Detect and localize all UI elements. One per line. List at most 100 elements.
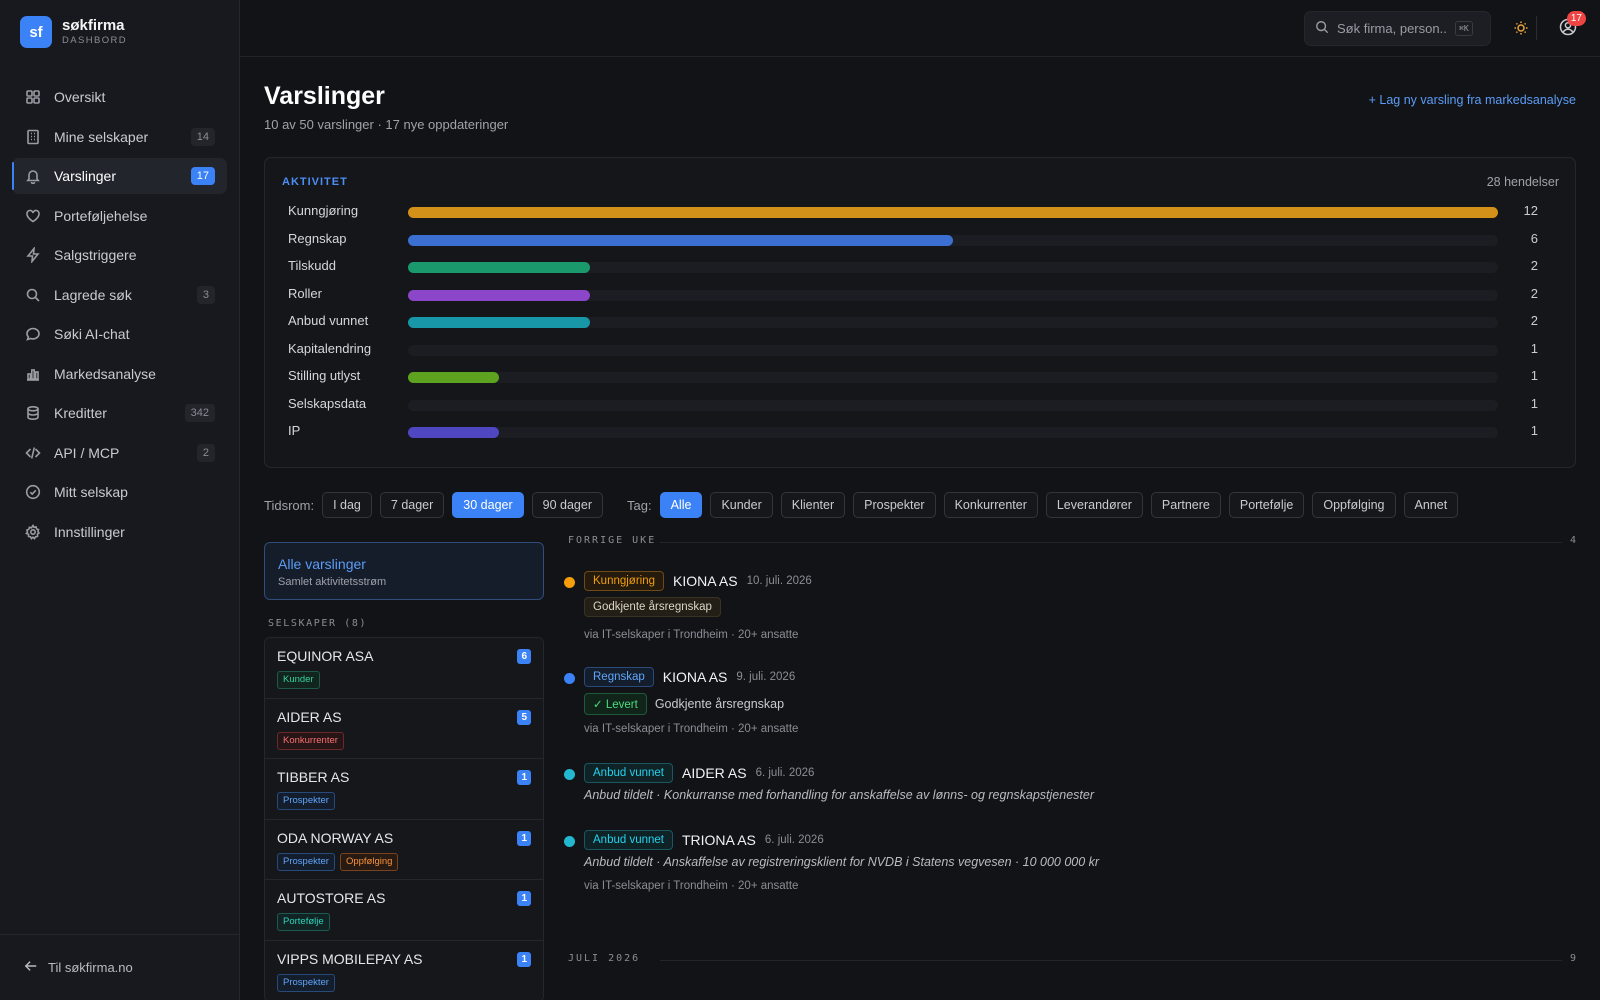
main-content: Varslinger 10 av 50 varslinger · 17 nye … xyxy=(264,57,1576,1000)
new-alert-link[interactable]: + Lag ny varsling fra markedsanalyse xyxy=(1368,93,1576,107)
brand[interactable]: sf søkfirma DASHBORD xyxy=(20,16,127,48)
company-item[interactable]: AUTOSTORE AS 1 Portefølje xyxy=(265,880,543,941)
activity-row: Selskapsdata 1 xyxy=(288,394,1538,414)
company-item[interactable]: EQUINOR ASA 6 Kunder xyxy=(265,638,543,699)
tag-filter-label: Tag: xyxy=(627,497,652,513)
sidebar-item-innstillinger[interactable]: Innstillinger xyxy=(12,514,227,550)
company-tag: Oppfølging xyxy=(339,852,399,871)
tag-chip-oppfolging[interactable]: Oppfølging xyxy=(1312,492,1396,518)
sidebar-nav: Oversikt Mine selskaper 14 Varslinger 17 Port… xyxy=(12,79,227,553)
activity-bar-track xyxy=(408,427,1498,438)
sidebar-item-portefoljehelse[interactable]: Porteføljehelse xyxy=(12,198,227,234)
activity-value: 2 xyxy=(1530,313,1538,328)
tag-chip-partnere[interactable]: Partnere xyxy=(1150,492,1221,518)
event-company[interactable]: KIONA AS xyxy=(662,669,728,685)
sidebar-item-api-mcp[interactable]: API / MCP 2 xyxy=(12,435,227,471)
company-item[interactable]: AIDER AS 5 Konkurrenter xyxy=(265,698,543,759)
sidebar-item-mitt-selskap[interactable]: Mitt selskap xyxy=(12,474,227,510)
event-detail-badge: Godkjente årsregnskap xyxy=(584,597,721,617)
activity-category: IP xyxy=(288,423,301,438)
sidebar-item-mine-selskaper[interactable]: Mine selskaper 14 xyxy=(12,119,227,155)
activity-value: 12 xyxy=(1523,203,1538,218)
company-item[interactable]: TIBBER AS 1 Prospekter xyxy=(265,759,543,820)
grid-icon xyxy=(25,89,41,105)
sidebar-item-soki-ai-chat[interactable]: Søki AI-chat xyxy=(12,316,227,352)
search-input[interactable] xyxy=(1337,21,1447,36)
company-alert-count: 1 xyxy=(517,891,531,906)
activity-bar-track xyxy=(408,344,1498,356)
event-date: 9. juli. 2026 xyxy=(736,671,796,683)
event-description-row: Anbud tildelt · Anskaffelse av registrer… xyxy=(584,855,1099,869)
activity-row: Kapitalendring 1 xyxy=(288,339,1538,359)
page-title: Varslinger xyxy=(264,82,385,110)
sidebar-item-badge: 3 xyxy=(196,285,215,304)
period-chip-90-dager[interactable]: 90 dager xyxy=(531,492,604,518)
account-button[interactable]: 17 xyxy=(1558,11,1586,38)
company-tag: Portefølje xyxy=(277,913,330,931)
sidebar-item-kreditter[interactable]: Kreditter 342 xyxy=(12,395,227,431)
period-chip-30-dager[interactable]: 30 dager xyxy=(452,492,524,518)
company-name: AIDER AS xyxy=(277,708,342,725)
tag-chip-klienter[interactable]: Klienter xyxy=(780,492,846,518)
tag-chip-portefolje[interactable]: Portefølje xyxy=(1228,492,1305,518)
timeline-divider xyxy=(660,960,1562,961)
sidebar-item-badge: 2 xyxy=(196,443,215,462)
event-status-label: Levert xyxy=(605,699,638,711)
activity-category: Kapitalendring xyxy=(288,340,372,356)
sidebar-item-markedsanalyse[interactable]: Markedsanalyse xyxy=(12,356,227,392)
global-search[interactable]: ⌘K xyxy=(1304,11,1491,46)
tag-chip-annet[interactable]: Annet xyxy=(1403,492,1459,518)
all-alerts-card[interactable]: Alle varslinger Samlet aktivitetsstrøm xyxy=(264,542,544,600)
event-date: 6. juli. 2026 xyxy=(755,767,815,779)
activity-bar-track xyxy=(408,372,1498,383)
sidebar-item-label: Kreditter xyxy=(54,405,107,421)
activity-timeline: FORRIGE UKE 4 JULI 2026 9 Kunngjøring KIONA A… xyxy=(564,535,1576,1000)
chat-icon xyxy=(25,326,41,342)
event-company[interactable]: TRIONA AS xyxy=(681,832,756,848)
activity-value: 2 xyxy=(1530,285,1538,301)
database-icon xyxy=(25,405,41,421)
event-source-row: via IT-selskaper i Trondheim · 20+ ansat… xyxy=(584,880,798,892)
event-header: Anbud vunnet TRIONA AS 6. juli. 2026 xyxy=(584,829,824,851)
back-to-site-link[interactable]: Til søkfirma.no xyxy=(0,934,240,1000)
sidebar-item-oversikt[interactable]: Oversikt xyxy=(12,79,227,115)
timeline-group-count: 9 xyxy=(1569,953,1576,964)
sidebar-item-varslinger[interactable]: Varslinger 17 xyxy=(12,158,227,194)
activity-bar-track xyxy=(408,262,1498,273)
activity-label: AKTIVITET xyxy=(282,176,348,188)
company-item[interactable]: ODA NORWAY AS 1 Prospekter Oppfølging xyxy=(265,819,543,880)
event-status-badge: ✓ Levert xyxy=(584,693,647,715)
sidebar-item-label: Oversikt xyxy=(54,89,106,105)
activity-category: Anbud vunnet xyxy=(288,313,369,328)
company-tags: Portefølje xyxy=(277,913,531,931)
tag-chip-leverandorer[interactable]: Leverandører xyxy=(1045,492,1143,518)
period-chip-i-dag[interactable]: I dag xyxy=(322,492,372,518)
event-company[interactable]: AIDER AS xyxy=(681,765,747,781)
activity-value: 1 xyxy=(1530,340,1538,356)
activity-value: 1 xyxy=(1530,395,1538,411)
sidebar-item-salgstriggere[interactable]: Salgstriggere xyxy=(12,237,227,273)
company-tags: Kunder xyxy=(277,671,531,689)
sidebar-item-label: Søki AI-chat xyxy=(54,326,130,342)
activity-count: 28 hendelser xyxy=(1486,175,1559,189)
tag-chip-prospekter[interactable]: Prospekter xyxy=(853,492,936,518)
company-name: AUTOSTORE AS xyxy=(277,890,386,906)
activity-bar xyxy=(408,427,499,438)
activity-row: Tilskudd 2 xyxy=(288,256,1538,276)
company-tag: Prospekter xyxy=(277,792,335,810)
event-date: 6. juli. 2026 xyxy=(764,834,824,846)
sidebar-item-lagrede-sok[interactable]: Lagrede søk 3 xyxy=(12,277,227,313)
sidebar-item-label: Mitt selskap xyxy=(54,484,128,500)
activity-value: 1 xyxy=(1530,423,1538,438)
tag-chip-kunder[interactable]: Kunder xyxy=(710,492,773,518)
event-description: Anbud tildelt · Konkurranse med forhandl… xyxy=(584,788,1095,802)
tag-chip-konkurrenter[interactable]: Konkurrenter xyxy=(943,492,1038,518)
period-filter-label: Tidsrom: xyxy=(264,497,315,513)
company-item[interactable]: VIPPS MOBILEPAY AS 1 Prospekter xyxy=(265,940,543,1000)
event-type-badge: Anbud vunnet xyxy=(584,763,673,783)
tag-chip-alle[interactable]: Alle xyxy=(659,492,703,518)
period-chip-7-dager[interactable]: 7 dager xyxy=(379,492,445,518)
sidebar-item-badge: 342 xyxy=(184,404,215,422)
event-company[interactable]: KIONA AS xyxy=(673,573,738,589)
theme-toggle-sun-icon[interactable] xyxy=(1511,18,1531,38)
